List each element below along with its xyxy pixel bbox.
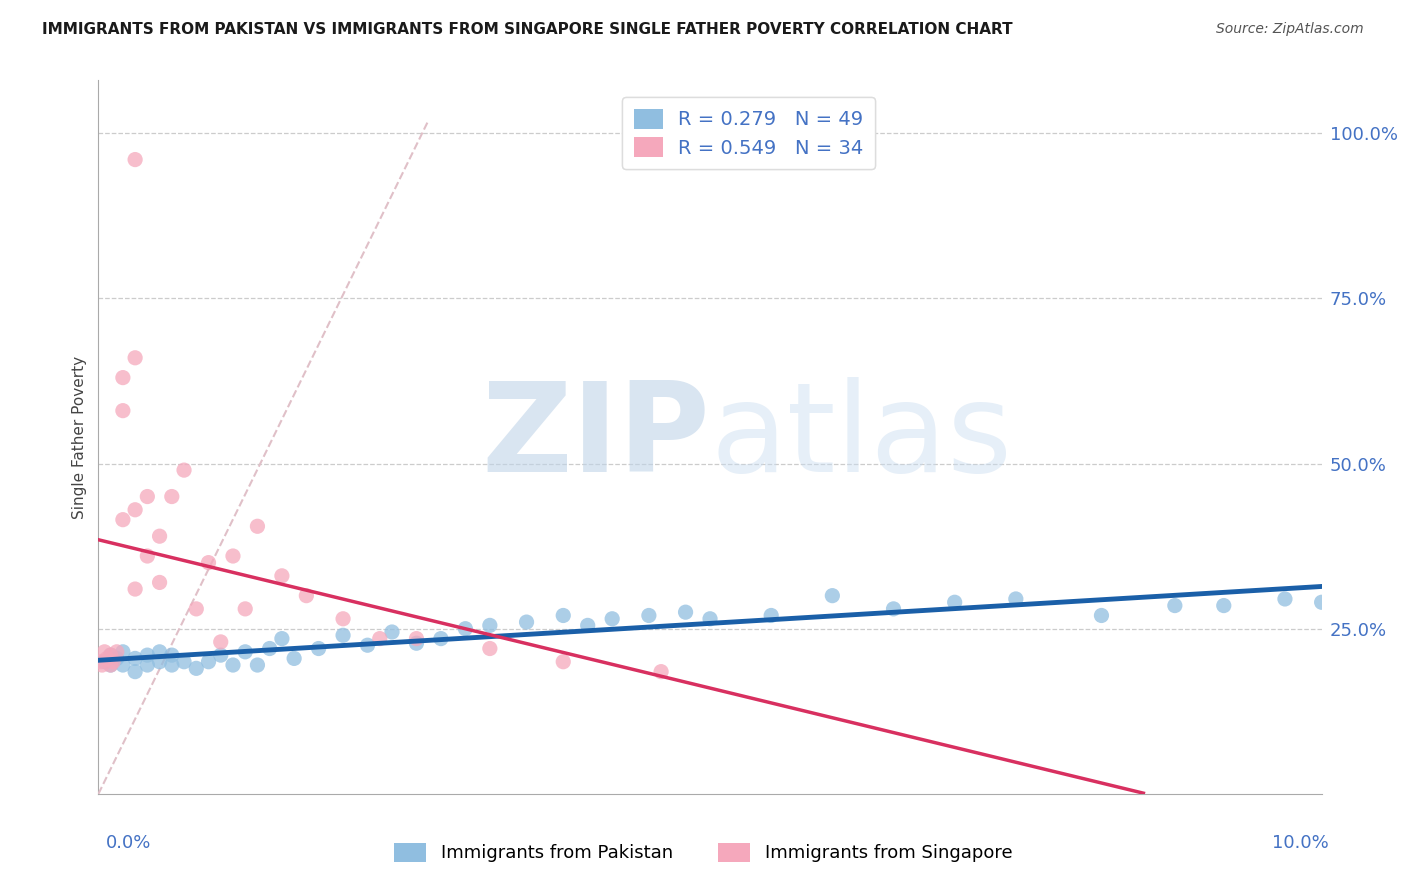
Point <box>93 645 115 659</box>
Point <box>821 589 844 603</box>
Point <box>105 651 128 665</box>
Point <box>356 638 378 652</box>
Point <box>209 648 232 662</box>
Point <box>149 529 172 543</box>
Point <box>186 602 208 616</box>
Point <box>246 519 269 533</box>
Point <box>883 602 905 616</box>
Point <box>186 661 208 675</box>
Point <box>759 608 782 623</box>
Point <box>100 648 122 662</box>
Point <box>233 645 256 659</box>
Y-axis label: Single Father Poverty: Single Father Poverty <box>72 356 87 518</box>
Point <box>136 549 159 563</box>
Point <box>160 490 183 504</box>
Point <box>332 612 354 626</box>
Point <box>332 628 354 642</box>
Point <box>478 618 501 632</box>
Text: ZIP: ZIP <box>481 376 710 498</box>
Point <box>283 651 305 665</box>
Text: Source: ZipAtlas.com: Source: ZipAtlas.com <box>1216 22 1364 37</box>
Point <box>111 645 134 659</box>
Point <box>124 582 146 596</box>
Point <box>222 658 245 673</box>
Point <box>111 513 134 527</box>
Point <box>405 632 427 646</box>
Text: atlas: atlas <box>710 376 1012 498</box>
Point <box>160 658 183 673</box>
Point <box>93 655 115 669</box>
Point <box>222 549 245 563</box>
Point <box>111 370 134 384</box>
Point <box>233 602 256 616</box>
Point <box>600 612 623 626</box>
Point <box>943 595 966 609</box>
Point <box>111 658 134 673</box>
Point <box>270 569 292 583</box>
Point <box>650 665 672 679</box>
Point <box>1310 595 1333 609</box>
Point <box>197 556 219 570</box>
Point <box>124 651 146 665</box>
Point <box>136 490 159 504</box>
Point <box>91 658 114 673</box>
Legend: R = 0.279   N = 49, R = 0.549   N = 34: R = 0.279 N = 49, R = 0.549 N = 34 <box>621 97 875 169</box>
Point <box>124 502 146 516</box>
Point <box>160 648 183 662</box>
Point <box>197 655 219 669</box>
Point <box>308 641 330 656</box>
Point <box>516 615 538 629</box>
Point <box>405 636 427 650</box>
Point <box>100 658 122 673</box>
Point <box>136 658 159 673</box>
Point <box>1274 591 1296 606</box>
Point <box>173 655 195 669</box>
Text: 10.0%: 10.0% <box>1272 834 1329 852</box>
Point <box>1090 608 1112 623</box>
Point <box>368 632 391 646</box>
Point <box>553 608 575 623</box>
Point <box>454 622 477 636</box>
Point <box>637 608 661 623</box>
Point <box>149 575 172 590</box>
Point <box>173 463 195 477</box>
Text: 0.0%: 0.0% <box>105 834 150 852</box>
Point <box>101 655 124 669</box>
Point <box>381 625 404 640</box>
Point <box>124 665 146 679</box>
Point <box>259 641 281 656</box>
Point <box>96 651 118 665</box>
Point <box>90 655 112 669</box>
Point <box>136 648 159 662</box>
Point <box>675 605 697 619</box>
Point <box>1004 591 1026 606</box>
Text: IMMIGRANTS FROM PAKISTAN VS IMMIGRANTS FROM SINGAPORE SINGLE FATHER POVERTY CORR: IMMIGRANTS FROM PAKISTAN VS IMMIGRANTS F… <box>42 22 1012 37</box>
Point <box>149 655 172 669</box>
Point <box>270 632 292 646</box>
Point <box>111 403 134 417</box>
Legend: Immigrants from Pakistan, Immigrants from Singapore: Immigrants from Pakistan, Immigrants fro… <box>387 836 1019 870</box>
Point <box>478 641 501 656</box>
Point <box>100 658 122 673</box>
Point <box>430 632 453 646</box>
Point <box>105 645 128 659</box>
Point <box>124 153 146 167</box>
Point <box>124 351 146 365</box>
Point <box>246 658 269 673</box>
Point <box>209 635 232 649</box>
Point <box>295 589 318 603</box>
Point <box>699 612 721 626</box>
Point <box>1212 599 1234 613</box>
Point <box>100 648 122 662</box>
Point <box>553 655 575 669</box>
Point <box>1164 599 1187 613</box>
Point <box>576 618 599 632</box>
Point <box>149 645 172 659</box>
